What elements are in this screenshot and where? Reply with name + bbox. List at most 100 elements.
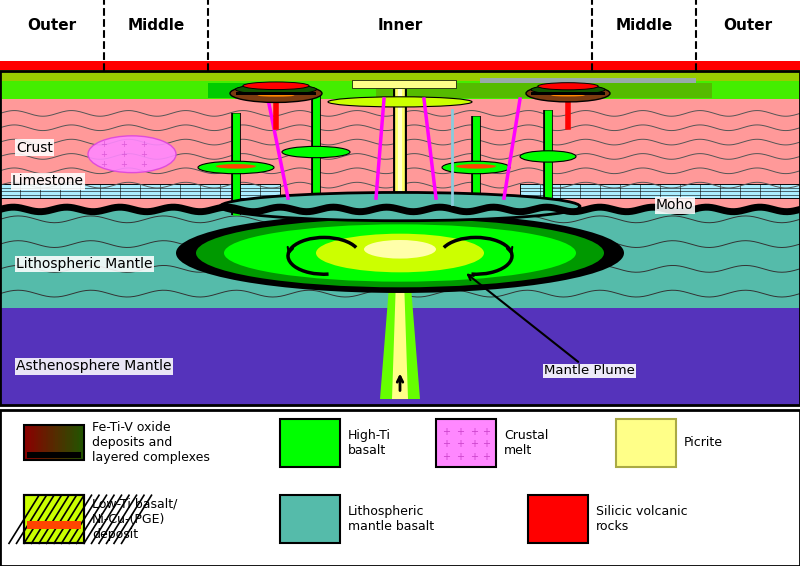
Text: Mantle Plume: Mantle Plume [468,275,635,377]
Bar [528,495,588,543]
Ellipse shape [316,234,484,272]
Bar [0,209,800,308]
Text: +: + [442,427,450,437]
Bar [531,92,605,95]
Bar [79,425,82,460]
Ellipse shape [364,240,436,259]
Ellipse shape [442,161,510,174]
Bar [0,184,280,199]
Bar [436,419,496,467]
Bar [24,425,27,460]
Bar [72,425,75,460]
Text: +: + [442,439,450,449]
Bar [60,425,63,460]
Bar [67,425,70,460]
Bar [29,425,32,460]
Text: +: + [121,140,127,148]
Ellipse shape [235,84,317,95]
Text: Middle: Middle [127,18,185,33]
Bar [208,83,272,98]
Text: High-Ti
basalt: High-Ti basalt [348,429,391,457]
Ellipse shape [220,192,580,221]
Bar [616,419,676,467]
Bar [0,71,800,405]
Text: Inner: Inner [378,18,422,33]
Bar [58,425,61,460]
Bar [352,80,456,88]
Ellipse shape [526,85,610,102]
Text: Lithospheric
mantle basalt: Lithospheric mantle basalt [348,505,434,533]
Bar [41,425,44,460]
Ellipse shape [88,136,176,173]
Text: Crust: Crust [16,140,53,155]
Bar [50,425,54,460]
Bar [235,92,317,95]
Text: +: + [482,439,490,449]
Text: +: + [101,140,107,148]
Text: +: + [442,452,450,462]
Bar [48,425,51,460]
Bar [26,425,30,460]
Bar [43,425,46,460]
Polygon shape [392,279,408,399]
Ellipse shape [551,95,585,96]
Ellipse shape [176,213,624,293]
Text: +: + [141,140,147,148]
Bar [46,425,49,460]
Bar [27,452,81,458]
Bar [27,521,81,529]
Text: Crustal
melt: Crustal melt [504,429,548,457]
Text: +: + [482,427,490,437]
Ellipse shape [243,82,309,89]
Bar [55,425,58,460]
Text: Outer: Outer [723,18,773,33]
Text: +: + [101,150,107,158]
Text: +: + [121,160,127,169]
Bar [74,425,78,460]
Bar [0,61,800,70]
Text: Silicic volcanic
rocks: Silicic volcanic rocks [596,505,688,533]
Bar [0,308,800,405]
Text: +: + [101,160,107,169]
Text: +: + [456,427,464,437]
Text: Picrite: Picrite [684,436,723,449]
Bar [24,495,84,543]
Text: +: + [121,150,127,158]
Bar [24,495,84,543]
Text: +: + [456,439,464,449]
Bar [62,425,66,460]
Ellipse shape [328,97,472,107]
Bar [24,425,84,460]
Bar [82,425,85,460]
Text: Middle: Middle [615,18,673,33]
Bar [31,425,34,460]
Ellipse shape [531,85,605,95]
Ellipse shape [196,218,604,288]
Text: Asthenosphere Mantle: Asthenosphere Mantle [16,359,171,373]
Bar [0,70,800,80]
Ellipse shape [224,224,576,282]
Text: +: + [470,427,478,437]
Ellipse shape [520,151,576,162]
Text: +: + [141,150,147,158]
Bar [34,425,37,460]
Text: +: + [456,452,464,462]
Text: Limestone: Limestone [12,174,84,188]
Ellipse shape [538,83,598,90]
Bar [280,419,340,467]
Text: Lithospheric Mantle: Lithospheric Mantle [16,257,153,271]
Ellipse shape [258,95,294,97]
Ellipse shape [456,164,496,169]
Text: +: + [482,452,490,462]
Bar [376,83,712,98]
Ellipse shape [198,161,274,174]
Bar [0,99,800,209]
Bar [36,425,39,460]
Bar [38,425,42,460]
Bar [480,78,696,83]
Ellipse shape [282,147,350,158]
Bar [0,80,800,99]
Ellipse shape [230,84,322,102]
Ellipse shape [216,164,256,169]
Text: Moho: Moho [656,199,694,212]
